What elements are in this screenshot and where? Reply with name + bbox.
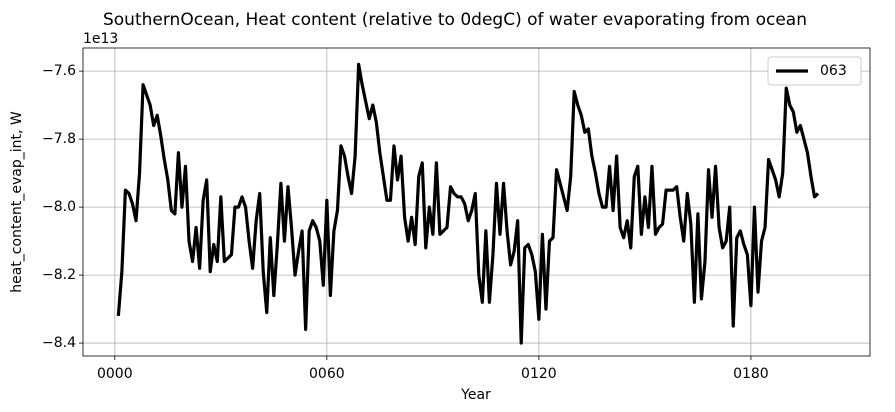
chart-title: SouthernOcean, Heat content (relative to… bbox=[103, 10, 807, 30]
x-tick-label: 0060 bbox=[309, 366, 345, 382]
x-tick-label: 0000 bbox=[97, 366, 133, 382]
y-tick-label: −7.8 bbox=[42, 131, 76, 147]
x-tick-label: 0120 bbox=[521, 366, 557, 382]
y-tick-label: −7.6 bbox=[42, 63, 76, 79]
x-axis-label: Year bbox=[460, 387, 491, 403]
x-tick-label: 0180 bbox=[733, 366, 769, 382]
legend-box bbox=[767, 56, 862, 86]
legend-label: 063 bbox=[820, 63, 847, 79]
y-tick-label: −8.4 bbox=[42, 335, 76, 351]
y-offset-label: 1e13 bbox=[83, 31, 118, 47]
plot-frame bbox=[82, 47, 871, 357]
y-axis-label: heat_content_evap_int, W bbox=[9, 111, 25, 293]
y-tick-label: −8.0 bbox=[42, 199, 76, 215]
y-tick-label: −8.2 bbox=[42, 267, 76, 283]
series-line bbox=[116, 62, 820, 345]
